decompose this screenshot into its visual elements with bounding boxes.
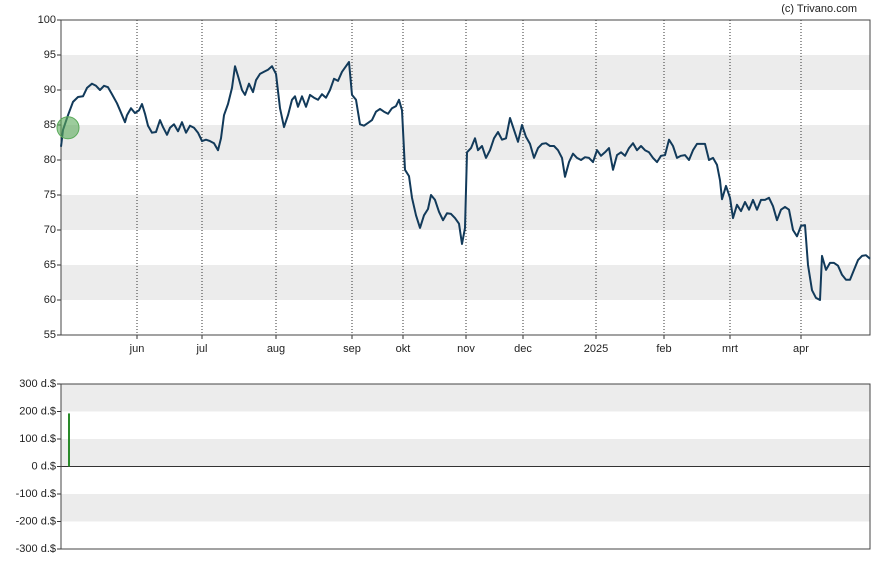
source: (c) Trivano.com xyxy=(781,3,857,15)
y-tick-label: 55 xyxy=(44,329,56,341)
y-tick-label: 0 d.$ xyxy=(32,460,56,472)
volume-bar xyxy=(68,413,70,467)
x-tick-label: apr xyxy=(793,343,809,355)
price-line xyxy=(60,61,871,301)
x-tick-label: jun xyxy=(129,343,145,355)
grid-band xyxy=(61,384,870,412)
y-tick-label: 200 d.$ xyxy=(19,405,56,417)
x-tick-label: nov xyxy=(457,343,475,355)
y-tick-label: 100 xyxy=(38,14,56,26)
plot-frame xyxy=(60,383,871,550)
x-tick-label: mrt xyxy=(722,343,738,355)
y-tick-label: 300 d.$ xyxy=(19,378,56,390)
grid-band xyxy=(61,439,870,467)
grid-band xyxy=(61,55,870,90)
y-tick-label: -300 d.$ xyxy=(16,543,56,555)
y-tick-label: 90 xyxy=(44,84,56,96)
y-tick-label: 60 xyxy=(44,294,56,306)
y-tick-label: 100 d.$ xyxy=(19,433,56,445)
x-tick-label: aug xyxy=(267,343,285,355)
x-tick-label: 2025 xyxy=(584,343,608,355)
x-tick-label: feb xyxy=(656,343,671,355)
y-tick-label: 65 xyxy=(44,259,56,271)
x-tick-label: okt xyxy=(396,343,411,355)
x-tick-label: jul xyxy=(195,343,207,355)
y-tick-label: 80 xyxy=(44,154,56,166)
y-tick-label: 75 xyxy=(44,189,56,201)
x-tick-label: dec xyxy=(514,343,532,355)
y-tick-label: 70 xyxy=(44,224,56,236)
y-tick-label: 85 xyxy=(44,119,56,131)
y-tick-label: 95 xyxy=(44,49,56,61)
y-tick-label: -200 d.$ xyxy=(16,515,56,527)
marker xyxy=(56,116,80,140)
grid-band xyxy=(61,265,870,300)
plot-frame xyxy=(60,19,871,336)
grid-band xyxy=(61,494,870,522)
y-tick-label: -100 d.$ xyxy=(16,488,56,500)
grid-band xyxy=(61,125,870,160)
x-tick-label: sep xyxy=(343,343,361,355)
